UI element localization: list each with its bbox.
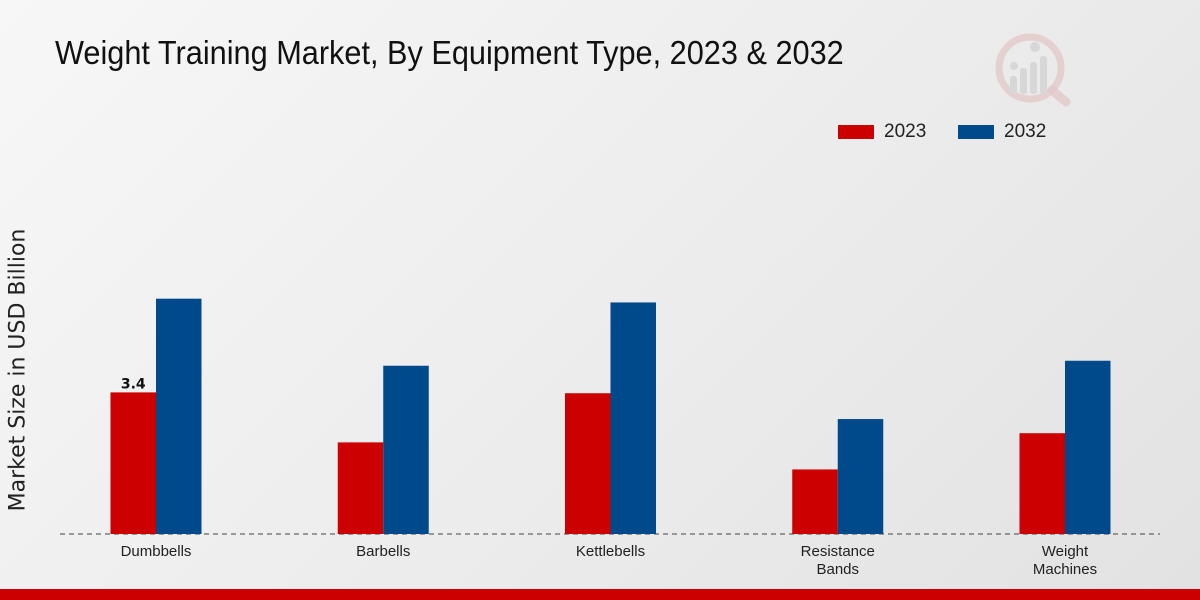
bottom-accent-bar xyxy=(0,589,1200,600)
x-tick-label: Dumbbells xyxy=(121,543,192,560)
bar-2032-weight-machines xyxy=(1065,360,1111,534)
bar-2032-resistance-bands xyxy=(837,419,884,534)
brand-logo-icon xyxy=(995,33,1071,107)
x-tick-label: Kettlebells xyxy=(576,543,645,560)
data-label: 3.4 xyxy=(121,376,146,392)
x-tick-label: Weight Machines xyxy=(1033,543,1097,578)
legend-label-2032: 2032 xyxy=(1004,121,1047,142)
x-tick-label: Barbells xyxy=(356,543,410,560)
bar-2032-kettlebells xyxy=(610,302,656,534)
bar-2023-weight-machines xyxy=(1019,433,1065,534)
legend-swatch-2032 xyxy=(958,125,994,139)
chart-title: Weight Training Market, By Equipment Typ… xyxy=(55,34,844,71)
legend-label-2023: 2023 xyxy=(884,121,927,142)
bar-2032-dumbbells xyxy=(156,298,202,534)
bar-2032-barbells xyxy=(383,365,429,534)
legend-item-2023: 2023 xyxy=(838,121,926,143)
bar-2023-dumbbells xyxy=(110,392,156,534)
bar-2023-barbells xyxy=(337,442,384,534)
bar-2023-kettlebells xyxy=(565,393,611,534)
legend-item-2032: 2032 xyxy=(958,121,1046,143)
bar-2023-resistance-bands xyxy=(792,469,838,534)
legend-swatch-2023 xyxy=(838,125,874,139)
x-tick-label: Resistance Bands xyxy=(801,543,875,578)
